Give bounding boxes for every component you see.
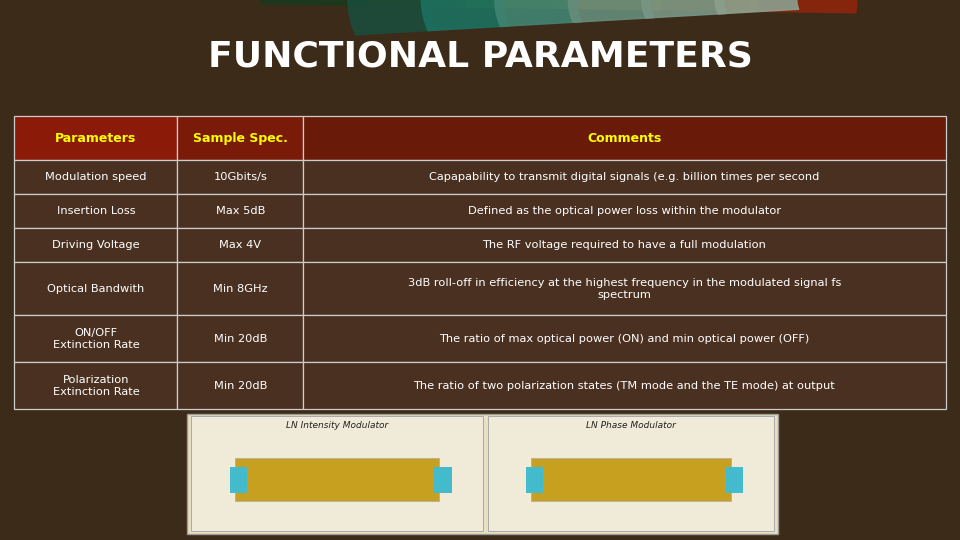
Text: Comments: Comments [588,132,661,145]
Text: Min 20dB: Min 20dB [213,334,267,344]
FancyBboxPatch shape [303,362,946,409]
FancyBboxPatch shape [303,262,946,315]
FancyBboxPatch shape [488,416,774,531]
FancyBboxPatch shape [178,160,303,194]
Text: 3dB roll-off in efficiency at the highest frequency in the modulated signal fs
s: 3dB roll-off in efficiency at the highes… [408,278,841,300]
Polygon shape [421,0,960,31]
FancyBboxPatch shape [14,262,178,315]
FancyBboxPatch shape [14,194,178,228]
FancyBboxPatch shape [178,315,303,362]
FancyBboxPatch shape [14,228,178,262]
Text: Parameters: Parameters [56,132,136,145]
Text: Sample Spec.: Sample Spec. [193,132,288,145]
Text: Optical Bandwith: Optical Bandwith [47,284,145,294]
FancyBboxPatch shape [303,194,946,228]
Polygon shape [715,0,960,14]
FancyBboxPatch shape [14,160,178,194]
FancyBboxPatch shape [230,467,248,492]
Text: ON/OFF
Extinction Rate: ON/OFF Extinction Rate [53,328,139,350]
Polygon shape [0,0,660,10]
FancyBboxPatch shape [178,116,303,160]
Polygon shape [0,0,563,9]
Polygon shape [0,0,758,11]
Polygon shape [0,0,367,5]
FancyBboxPatch shape [14,315,178,362]
Text: Insertion Loss: Insertion Loss [57,206,135,217]
FancyBboxPatch shape [14,116,178,160]
Text: Polarization
Extinction Rate: Polarization Extinction Rate [53,375,139,397]
Polygon shape [0,0,856,13]
FancyBboxPatch shape [14,362,178,409]
Text: The ratio of two polarization states (TM mode and the TE mode) at output: The ratio of two polarization states (TM… [414,381,835,391]
FancyBboxPatch shape [191,416,483,531]
Text: Driving Voltage: Driving Voltage [52,240,140,251]
Polygon shape [0,0,465,7]
FancyBboxPatch shape [303,228,946,262]
Polygon shape [568,0,960,22]
Polygon shape [348,0,960,35]
FancyBboxPatch shape [178,362,303,409]
Text: Modulation speed: Modulation speed [45,172,147,183]
FancyBboxPatch shape [303,315,946,362]
Text: Defined as the optical power loss within the modulator: Defined as the optical power loss within… [468,206,780,217]
Text: 10Gbits/s: 10Gbits/s [213,172,267,183]
FancyBboxPatch shape [434,467,451,492]
Polygon shape [642,0,960,18]
Text: Capapability to transmit digital signals (e.g. billion times per second: Capapability to transmit digital signals… [429,172,820,183]
FancyBboxPatch shape [526,467,543,492]
Text: Min 20dB: Min 20dB [213,381,267,391]
FancyBboxPatch shape [178,194,303,228]
FancyBboxPatch shape [726,467,743,492]
FancyBboxPatch shape [178,262,303,315]
Text: Max 5dB: Max 5dB [216,206,265,217]
FancyBboxPatch shape [187,414,778,534]
Text: FUNCTIONAL PARAMETERS: FUNCTIONAL PARAMETERS [207,40,753,73]
FancyBboxPatch shape [303,160,946,194]
FancyBboxPatch shape [178,228,303,262]
FancyBboxPatch shape [531,458,731,501]
FancyBboxPatch shape [235,458,439,501]
Text: LN Phase Modulator: LN Phase Modulator [586,421,676,430]
Text: The RF voltage required to have a full modulation: The RF voltage required to have a full m… [482,240,766,251]
Text: Min 8GHz: Min 8GHz [213,284,268,294]
Text: Max 4V: Max 4V [219,240,261,251]
Polygon shape [495,0,960,26]
Text: LN Intensity Modulator: LN Intensity Modulator [286,421,388,430]
FancyBboxPatch shape [303,116,946,160]
Text: The ratio of max optical power (ON) and min optical power (OFF): The ratio of max optical power (ON) and … [440,334,809,344]
FancyBboxPatch shape [96,0,864,162]
